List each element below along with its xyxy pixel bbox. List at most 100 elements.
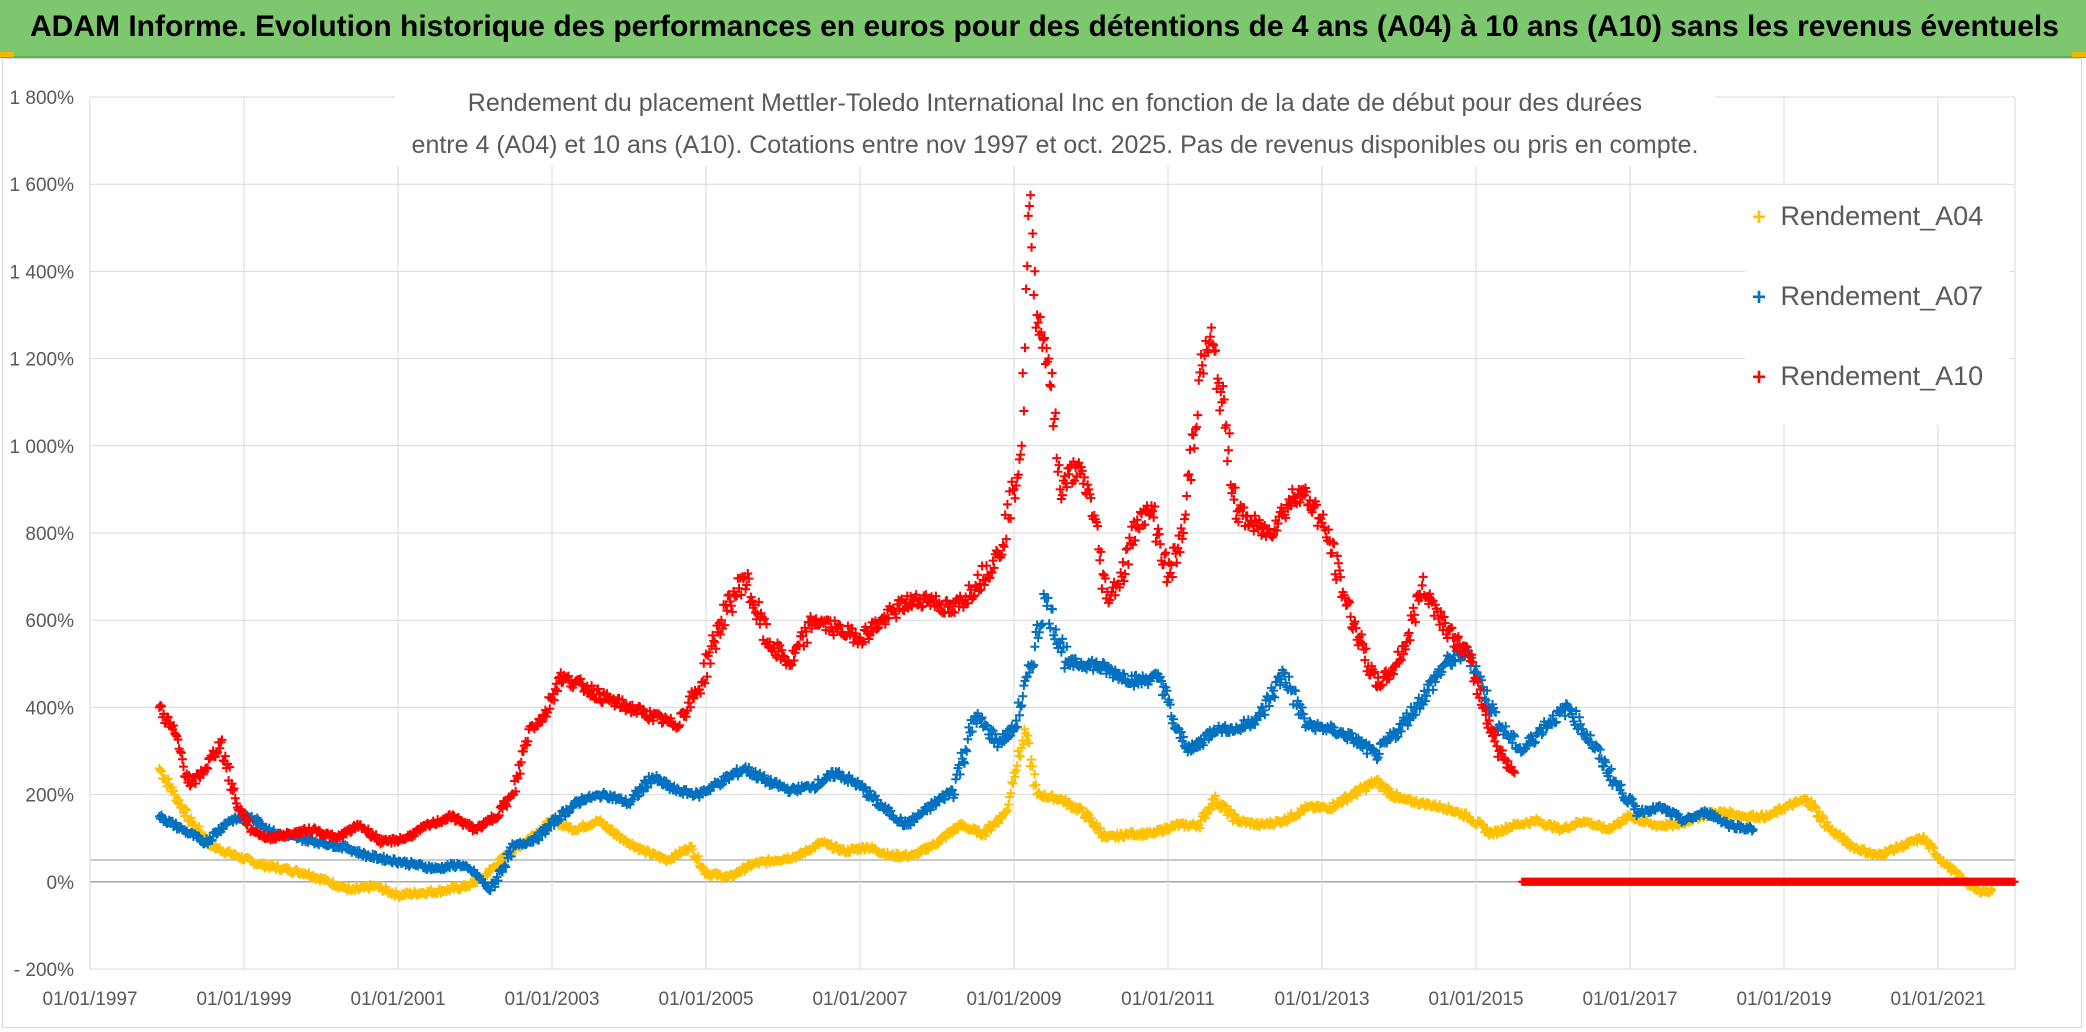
y-tick-label: 400%: [25, 698, 74, 719]
data-points: [154, 190, 2019, 902]
marker-rendement-a04: [186, 813, 196, 823]
marker-rendement-a04: [1086, 813, 1096, 823]
marker-rendement-a10: [1206, 323, 1216, 333]
marker-rendement-a10: [1024, 201, 1034, 211]
marker-rendement-a10: [1189, 443, 1199, 453]
legend: + Rendement_A04 + Rendement_A07 + Rendem…: [1745, 185, 2010, 425]
marker-rendement-a10: [1161, 548, 1171, 558]
marker-rendement-a10: [1185, 445, 1195, 455]
marker-rendement-a10: [1019, 406, 1029, 416]
y-tick-label: 600%: [25, 611, 74, 632]
marker-rendement-a04: [1015, 752, 1025, 762]
marker-rendement-a04: [181, 804, 191, 814]
marker-rendement-a04: [994, 818, 1004, 828]
marker-rendement-a10: [1222, 456, 1232, 466]
y-tick-label: 1 800%: [10, 88, 75, 109]
y-tick-label: 1 000%: [10, 437, 75, 458]
marker-rendement-a10: [1334, 558, 1343, 568]
marker-rendement-a10: [1417, 580, 1427, 590]
y-tick-label: 1 600%: [10, 175, 75, 196]
marker-rendement-a10: [741, 584, 751, 594]
marker-rendement-a07: [951, 774, 961, 784]
marker-rendement-a07: [1018, 691, 1028, 701]
marker-rendement-a10: [1121, 545, 1131, 555]
x-tick-label: 01/01/2007: [812, 989, 907, 1010]
marker-rendement-a10: [1181, 510, 1191, 520]
marker-rendement-a04: [1012, 761, 1022, 771]
marker-rendement-a10: [1042, 343, 1052, 353]
legend-item-a10: + Rendement_A10: [1745, 361, 1983, 401]
marker-rendement-a10: [1023, 211, 1033, 221]
marker-rendement-a10: [1182, 491, 1192, 501]
legend-item-a04: + Rendement_A04: [1745, 201, 1983, 241]
marker-rendement-a07: [1428, 685, 1438, 695]
marker-rendement-a04: [1031, 780, 1041, 790]
marker-rendement-a04: [933, 839, 943, 849]
marker-rendement-a10: [177, 754, 187, 764]
marker-rendement-a04: [182, 805, 192, 815]
marker-rendement-a10: [1028, 229, 1038, 239]
marker-rendement-a10: [1095, 555, 1105, 565]
marker-rendement-a10: [1015, 454, 1024, 464]
y-tick-label: 0%: [47, 873, 75, 894]
marker-rendement-a10: [1194, 375, 1204, 385]
y-tick-label: 1 200%: [10, 350, 75, 371]
marker-rendement-a04: [1027, 762, 1037, 772]
marker-rendement-a10: [1018, 368, 1028, 378]
marker-rendement-a04: [1075, 802, 1085, 812]
x-tick-label: 01/01/2003: [504, 989, 599, 1010]
corner-handle-right: [2072, 52, 2086, 57]
y-tick-label: 200%: [25, 786, 74, 807]
marker-rendement-a10: [1153, 524, 1163, 534]
marker-rendement-a10: [1224, 445, 1233, 455]
x-tick-label: 01/01/2001: [350, 989, 445, 1010]
marker-rendement-a10: [1418, 572, 1428, 582]
marker-rendement-a04: [1083, 809, 1093, 819]
chart-title-line2: entre 4 (A04) et 10 ans (A10). Cotations…: [411, 131, 1699, 159]
marker-rendement-a10: [1053, 467, 1063, 477]
marker-rendement-a10: [1027, 242, 1037, 252]
marker-rendement-a04: [698, 862, 708, 872]
marker-rendement-a10: [727, 607, 737, 617]
marker-rendement-a04: [1023, 731, 1033, 741]
marker-rendement-a04: [163, 774, 173, 784]
x-tick-label: 01/01/1997: [42, 989, 137, 1010]
x-tick-label: 01/01/2005: [658, 989, 753, 1010]
legend-label-a04: Rendement_A04: [1780, 201, 1984, 231]
y-tick-label: 800%: [25, 524, 74, 545]
marker-rendement-a04: [688, 844, 698, 854]
marker-rendement-a04: [1007, 777, 1017, 787]
marker-rendement-a10: [1049, 414, 1059, 424]
marker-rendement-a04: [169, 786, 179, 796]
marker-rendement-a04: [1006, 788, 1016, 798]
marker-rendement-a10: [1038, 335, 1048, 345]
marker-rendement-a04: [693, 851, 703, 861]
marker-rendement-a10: [1026, 190, 1035, 200]
marker-rendement-a10: [1213, 374, 1223, 384]
marker-rendement-a10: [1060, 471, 1070, 481]
marker-rendement-a04: [174, 795, 184, 805]
marker-rendement-a10: [1209, 340, 1218, 350]
marker-rendement-a04: [157, 766, 166, 776]
marker-rendement-a10: [1193, 410, 1203, 420]
marker-rendement-a10: [973, 570, 983, 580]
chart-frame: [2, 58, 2082, 1028]
marker-rendement-a10: [1010, 493, 1020, 503]
marker-rendement-a04: [1011, 765, 1021, 775]
marker-rendement-a04: [683, 846, 693, 856]
marker-rendement-a10: [1020, 343, 1030, 353]
legend-label-a07: Rendement_A07: [1780, 281, 1984, 311]
marker-rendement-a10: [1017, 441, 1027, 451]
marker-rendement-a07: [962, 746, 972, 756]
marker-rendement-a04: [1030, 769, 1040, 779]
marker-rendement-a10: [1030, 266, 1040, 276]
marker-rendement-a04: [155, 765, 165, 775]
chart-title-line1: Rendement du placement Mettler-Toledo In…: [467, 89, 1643, 117]
marker-rendement-a10: [1021, 284, 1031, 294]
legend-item-a07: + Rendement_A07: [1745, 281, 1983, 321]
x-tick-label: 01/01/2009: [966, 989, 1061, 1010]
x-tick-label: 01/01/2017: [1582, 989, 1677, 1010]
marker-rendement-a10: [1078, 479, 1088, 489]
marker-rendement-a04: [1164, 825, 1174, 835]
